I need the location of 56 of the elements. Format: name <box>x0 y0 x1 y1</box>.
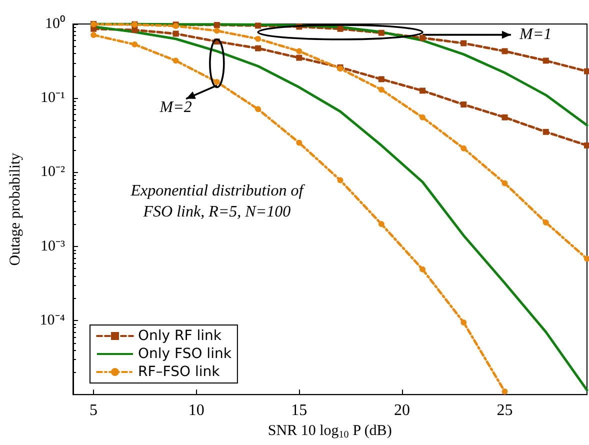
point <box>378 86 384 93</box>
point <box>337 177 344 184</box>
legend-label: Only RF link <box>138 328 222 344</box>
point <box>460 319 467 326</box>
point <box>584 68 589 74</box>
point <box>502 180 508 186</box>
point <box>460 145 467 152</box>
point <box>460 102 467 108</box>
point <box>132 41 138 48</box>
point <box>255 45 262 52</box>
point <box>172 30 179 37</box>
point <box>172 58 179 64</box>
point <box>255 36 262 42</box>
x-tick-label: 15 <box>291 402 308 420</box>
point <box>420 114 426 120</box>
point <box>214 28 220 34</box>
point <box>90 32 97 38</box>
annotation: Exponential distribution of FSO link, R=5, N=100 <box>130 182 306 221</box>
point <box>296 54 302 61</box>
point <box>296 140 302 146</box>
legend-label: Only FSO link <box>138 346 232 362</box>
x-tick-label: 20 <box>394 402 410 420</box>
point <box>296 48 302 54</box>
point <box>502 48 508 54</box>
y-tick-label: 10⁻¹ <box>40 90 65 106</box>
y-tick-label: 10⁻² <box>40 164 66 180</box>
point <box>542 219 549 226</box>
point <box>255 22 262 29</box>
y-axis-title: Outage probability <box>8 152 24 266</box>
y-tick-label: 10⁻⁴ <box>40 312 65 328</box>
point <box>420 34 426 41</box>
y-tick-label: 10⁻³ <box>40 238 66 254</box>
y-tick-label: 10⁰ <box>45 15 65 32</box>
point <box>584 256 589 262</box>
annotation: M=2 <box>158 98 192 116</box>
point <box>255 106 262 112</box>
point <box>420 88 426 94</box>
x-tick-label: 25 <box>496 402 513 420</box>
point <box>214 22 220 28</box>
point <box>214 79 220 85</box>
x-tick-label: 10 <box>188 402 204 420</box>
point <box>378 221 384 228</box>
annotation: M=1 <box>518 26 552 44</box>
point <box>378 76 384 82</box>
point <box>420 266 426 272</box>
x-tick-label: 5 <box>90 402 98 420</box>
point <box>460 40 467 46</box>
point <box>378 30 384 36</box>
point <box>584 142 589 148</box>
point <box>502 114 508 120</box>
point <box>337 26 344 32</box>
point <box>542 128 549 135</box>
point <box>502 388 508 395</box>
point <box>132 27 138 33</box>
legend-label: RF–FSO link <box>138 364 221 380</box>
point <box>542 58 549 64</box>
